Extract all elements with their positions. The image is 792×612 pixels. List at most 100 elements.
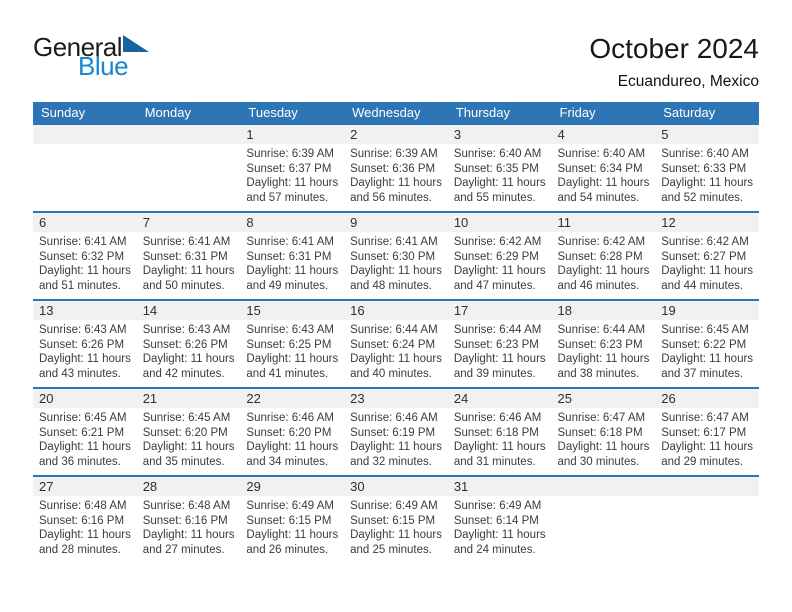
daylight-text-line2: and 43 minutes. bbox=[39, 367, 121, 380]
sunset-text: Sunset: 6:25 PM bbox=[246, 338, 332, 351]
sunrise-text: Sunrise: 6:45 AM bbox=[39, 412, 127, 424]
sunset-text: Sunset: 6:16 PM bbox=[39, 514, 125, 527]
day-details: Sunrise: 6:41 AM Sunset: 6:32 PM Daylight:… bbox=[33, 232, 137, 293]
day-details: Sunrise: 6:49 AM Sunset: 6:15 PM Daylight:… bbox=[240, 496, 344, 557]
day-details: Sunrise: 6:48 AM Sunset: 6:16 PM Daylight:… bbox=[33, 496, 137, 557]
sunrise-text: Sunrise: 6:44 AM bbox=[557, 324, 646, 336]
week-row-5: 27 Sunrise: 6:48 AM Sunset: 6:16 PM Dayligh… bbox=[33, 475, 759, 564]
daylight-text-line2: and 39 minutes. bbox=[453, 367, 536, 380]
day-cell-17: 17 Sunrise: 6:44 AM Sunset: 6:23 PM Dayligh… bbox=[447, 299, 552, 388]
day-details: Sunrise: 6:44 AM Sunset: 6:23 PM Daylight:… bbox=[552, 320, 656, 381]
day-cell-14: 14 Sunrise: 6:43 AM Sunset: 6:26 PM Dayligh… bbox=[136, 299, 241, 388]
day-cell-29: 29 Sunrise: 6:49 AM Sunset: 6:15 PM Dayligh… bbox=[240, 475, 345, 564]
daylight-text-line2: and 36 minutes. bbox=[39, 455, 121, 468]
day-cell-19: 19 Sunrise: 6:45 AM Sunset: 6:22 PM Dayligh… bbox=[655, 299, 759, 388]
weekday-header-row: Sunday Monday Tuesday Wednesday Thursday Frid… bbox=[33, 102, 759, 124]
sunset-text: Sunset: 6:26 PM bbox=[39, 338, 125, 351]
sunrise-text: Sunrise: 6:41 AM bbox=[39, 236, 127, 248]
daylight-text-line1: Daylight: 11 hours bbox=[246, 353, 339, 366]
day-number: 3 bbox=[447, 125, 552, 144]
day-cell-18: 18 Sunrise: 6:44 AM Sunset: 6:23 PM Dayligh… bbox=[551, 299, 656, 388]
daylight-text-line2: and 55 minutes. bbox=[453, 191, 536, 204]
sunrise-text: Sunrise: 6:42 AM bbox=[661, 236, 749, 248]
sunset-text: Sunset: 6:27 PM bbox=[661, 250, 747, 263]
daylight-text-line2: and 51 minutes. bbox=[39, 279, 121, 292]
day-number: 19 bbox=[655, 301, 759, 320]
daylight-text-line1: Daylight: 11 hours bbox=[661, 265, 754, 278]
weekday-header-sunday: Sunday bbox=[33, 102, 137, 124]
day-cell-23: 23 Sunrise: 6:46 AM Sunset: 6:19 PM Dayligh… bbox=[344, 387, 448, 476]
week-row-1: 1 Sunrise: 6:39 AM Sunset: 6:37 PM Daylight… bbox=[33, 123, 759, 212]
sunset-text: Sunset: 6:19 PM bbox=[350, 426, 436, 439]
sunset-text: Sunset: 6:20 PM bbox=[142, 426, 228, 439]
day-number: 28 bbox=[136, 477, 241, 496]
day-details: Sunrise: 6:47 AM Sunset: 6:17 PM Daylight:… bbox=[655, 408, 759, 469]
sunset-text: Sunset: 6:16 PM bbox=[142, 514, 228, 527]
sunrise-text: Sunrise: 6:41 AM bbox=[246, 236, 334, 248]
day-details: Sunrise: 6:46 AM Sunset: 6:19 PM Daylight:… bbox=[344, 408, 448, 469]
day-cell-5: 5 Sunrise: 6:40 AM Sunset: 6:33 PM Daylight… bbox=[655, 123, 759, 212]
sunrise-text: Sunrise: 6:46 AM bbox=[246, 412, 334, 424]
day-number: 10 bbox=[447, 213, 552, 232]
sunrise-text: Sunrise: 6:39 AM bbox=[350, 148, 438, 160]
day-cell-2: 2 Sunrise: 6:39 AM Sunset: 6:36 PM Daylight… bbox=[344, 123, 448, 212]
daylight-text-line1: Daylight: 11 hours bbox=[661, 353, 754, 366]
day-number: 23 bbox=[344, 389, 448, 408]
daylight-text-line2: and 50 minutes. bbox=[142, 279, 225, 292]
day-number: 30 bbox=[344, 477, 448, 496]
sunrise-text: Sunrise: 6:44 AM bbox=[453, 324, 542, 336]
day-number: 2 bbox=[344, 125, 448, 144]
daylight-text-line2: and 56 minutes. bbox=[350, 191, 432, 204]
daylight-text-line1: Daylight: 11 hours bbox=[557, 177, 650, 190]
empty-day-cell bbox=[655, 475, 759, 564]
day-cell-22: 22 Sunrise: 6:46 AM Sunset: 6:20 PM Dayligh… bbox=[240, 387, 345, 476]
page-header: General Blue October 2024 Ecuandureo, Me… bbox=[33, 0, 759, 102]
calendar-body: 1 Sunrise: 6:39 AM Sunset: 6:37 PM Daylight… bbox=[33, 123, 759, 564]
day-number: 9 bbox=[344, 213, 448, 232]
daylight-text-line2: and 47 minutes. bbox=[453, 279, 536, 292]
day-number bbox=[655, 477, 759, 496]
day-cell-28: 28 Sunrise: 6:48 AM Sunset: 6:16 PM Dayligh… bbox=[136, 475, 241, 564]
day-number bbox=[136, 125, 241, 144]
month-year-title: October 2024 bbox=[589, 33, 759, 64]
day-details: Sunrise: 6:41 AM Sunset: 6:31 PM Daylight:… bbox=[137, 232, 241, 293]
day-details: Sunrise: 6:46 AM Sunset: 6:18 PM Daylight:… bbox=[448, 408, 552, 469]
sunset-text: Sunset: 6:24 PM bbox=[350, 338, 436, 351]
sunrise-text: Sunrise: 6:47 AM bbox=[557, 412, 646, 424]
daylight-text-line1: Daylight: 11 hours bbox=[453, 529, 546, 542]
day-details: Sunrise: 6:44 AM Sunset: 6:24 PM Daylight:… bbox=[344, 320, 448, 381]
sunrise-text: Sunrise: 6:43 AM bbox=[246, 324, 334, 336]
sunrise-text: Sunrise: 6:39 AM bbox=[246, 148, 334, 160]
sunset-text: Sunset: 6:29 PM bbox=[453, 250, 539, 263]
daylight-text-line1: Daylight: 11 hours bbox=[246, 177, 339, 190]
day-number bbox=[33, 125, 137, 144]
day-number: 12 bbox=[655, 213, 759, 232]
sunset-text: Sunset: 6:23 PM bbox=[557, 338, 643, 351]
day-details: Sunrise: 6:40 AM Sunset: 6:35 PM Daylight:… bbox=[448, 144, 552, 205]
day-number: 6 bbox=[33, 213, 137, 232]
logo-text-general: General bbox=[33, 32, 123, 62]
daylight-text-line1: Daylight: 11 hours bbox=[453, 177, 546, 190]
sunrise-text: Sunrise: 6:40 AM bbox=[661, 148, 749, 160]
calendar-table: Sunday Monday Tuesday Wednesday Thursday Frid… bbox=[33, 102, 759, 564]
day-cell-13: 13 Sunrise: 6:43 AM Sunset: 6:26 PM Dayligh… bbox=[33, 299, 137, 388]
day-cell-26: 26 Sunrise: 6:47 AM Sunset: 6:17 PM Dayligh… bbox=[655, 387, 759, 476]
calendar-head: Sunday Monday Tuesday Wednesday Thursday Frid… bbox=[33, 102, 759, 124]
daylight-text-line2: and 30 minutes. bbox=[557, 455, 640, 468]
sunrise-text: Sunrise: 6:40 AM bbox=[453, 148, 542, 160]
day-details: Sunrise: 6:48 AM Sunset: 6:16 PM Daylight:… bbox=[137, 496, 241, 557]
day-cell-12: 12 Sunrise: 6:42 AM Sunset: 6:27 PM Dayligh… bbox=[655, 211, 759, 300]
daylight-text-line1: Daylight: 11 hours bbox=[246, 529, 339, 542]
day-details: Sunrise: 6:42 AM Sunset: 6:28 PM Daylight:… bbox=[552, 232, 656, 293]
day-details: Sunrise: 6:47 AM Sunset: 6:18 PM Daylight:… bbox=[552, 408, 656, 469]
daylight-text-line1: Daylight: 11 hours bbox=[142, 265, 235, 278]
sunrise-text: Sunrise: 6:47 AM bbox=[661, 412, 749, 424]
daylight-text-line1: Daylight: 11 hours bbox=[557, 265, 650, 278]
day-number: 5 bbox=[655, 125, 759, 144]
day-cell-16: 16 Sunrise: 6:44 AM Sunset: 6:24 PM Dayligh… bbox=[344, 299, 448, 388]
day-number: 29 bbox=[240, 477, 345, 496]
day-cell-20: 20 Sunrise: 6:45 AM Sunset: 6:21 PM Dayligh… bbox=[33, 387, 137, 476]
sunrise-text: Sunrise: 6:42 AM bbox=[453, 236, 542, 248]
empty-day-cell bbox=[551, 475, 656, 564]
sunset-text: Sunset: 6:22 PM bbox=[661, 338, 747, 351]
